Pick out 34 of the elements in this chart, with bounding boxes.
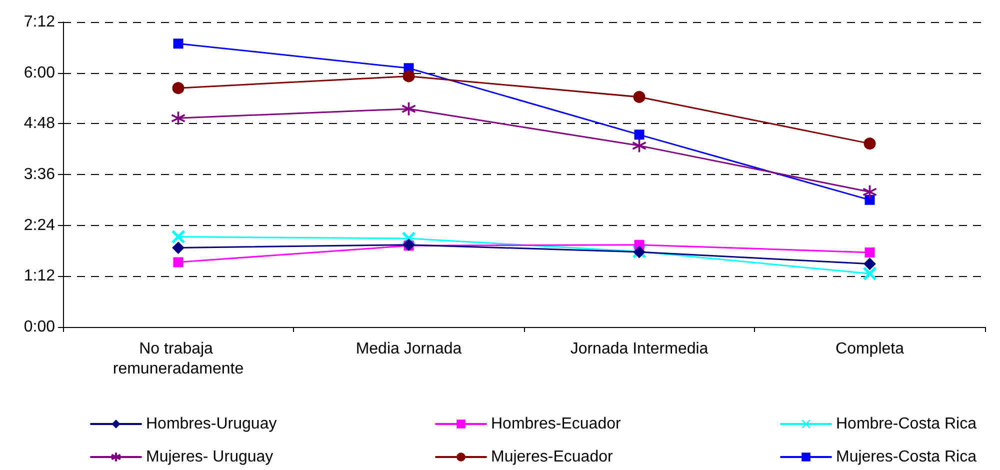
- x-tick-label: No trabaja remuneradamente: [112, 340, 244, 378]
- point: [634, 130, 644, 140]
- legend-label: Hombre-Costa Rica: [836, 416, 977, 432]
- point: [402, 70, 415, 82]
- point: [864, 247, 875, 258]
- point: [633, 90, 646, 103]
- legend-label: Mujeres- Uruguay: [146, 448, 274, 466]
- point: [632, 138, 647, 154]
- point: [864, 258, 876, 270]
- y-tick-label: 3:36: [24, 166, 56, 183]
- x-tick-label: Completa: [836, 340, 904, 358]
- y-tick-label: 6:00: [24, 64, 56, 82]
- y-tick-label: 7:12: [24, 14, 56, 30]
- point: [173, 257, 184, 268]
- point: [864, 138, 876, 150]
- y-tick-label: 4:48: [24, 115, 56, 132]
- point: [172, 230, 185, 244]
- y-tick-label: 1:12: [24, 268, 56, 285]
- point: [862, 184, 878, 200]
- legend-label: Mujeres-Costa Rica: [836, 448, 977, 466]
- legend-label: Mujeres-Ecuador: [491, 448, 614, 466]
- point: [864, 194, 875, 205]
- point: [170, 110, 186, 126]
- point: [173, 38, 184, 49]
- legend-label: Hombres-Ecuador: [491, 416, 622, 432]
- point: [172, 242, 184, 254]
- point: [401, 101, 416, 116]
- x-tick-label: Media Jornada: [356, 340, 462, 358]
- point: [172, 82, 184, 94]
- point: [863, 267, 876, 280]
- x-tick-label: Jornada Intermedia: [570, 340, 708, 358]
- legend-label: Hombres-Uruguay: [146, 416, 277, 432]
- y-tick-label: 0:00: [24, 318, 56, 336]
- y-tick-label: 2:24: [24, 216, 56, 234]
